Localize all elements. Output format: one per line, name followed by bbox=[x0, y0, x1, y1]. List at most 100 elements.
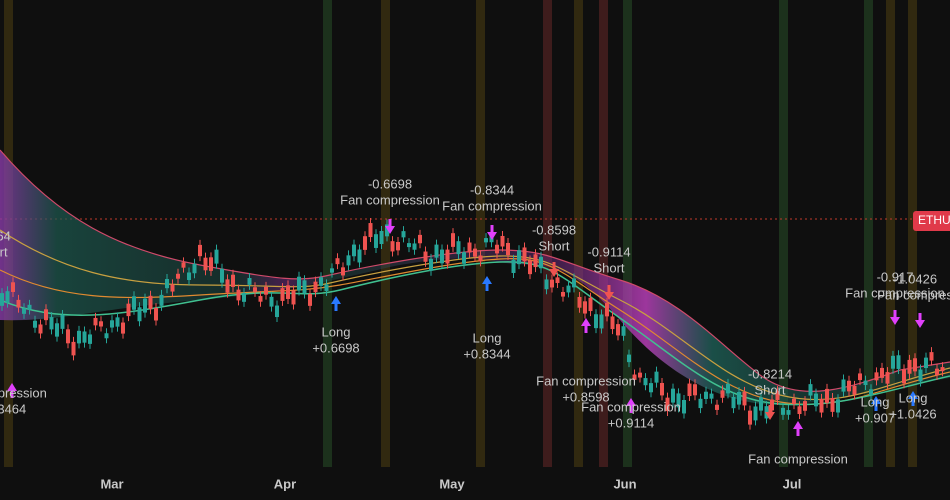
candle-body bbox=[891, 355, 895, 369]
candle-body bbox=[550, 279, 554, 288]
session-band bbox=[476, 0, 485, 467]
candle-body bbox=[649, 383, 653, 393]
candle-body bbox=[418, 234, 422, 244]
candle-body bbox=[770, 399, 774, 411]
candle-body bbox=[594, 314, 598, 329]
candle-body bbox=[935, 368, 939, 376]
candle-body bbox=[847, 380, 851, 392]
month-label: Jul bbox=[783, 476, 802, 491]
signal-arrows bbox=[7, 219, 925, 436]
candle-body bbox=[335, 258, 340, 265]
candle-body bbox=[660, 382, 664, 396]
candle-body bbox=[434, 244, 439, 258]
candle-body bbox=[654, 371, 659, 383]
candle-body bbox=[88, 334, 92, 344]
signal-arrow bbox=[915, 313, 925, 328]
candle-body bbox=[737, 392, 741, 405]
candle-body bbox=[324, 284, 329, 291]
session-band bbox=[574, 0, 583, 467]
month-label: Apr bbox=[274, 476, 296, 491]
signal-arrow bbox=[385, 219, 395, 234]
signal-label: Short bbox=[538, 238, 569, 253]
signal-arrow bbox=[890, 310, 900, 325]
candle-body bbox=[225, 279, 230, 293]
candle-body bbox=[192, 263, 197, 274]
candle-body bbox=[313, 281, 318, 293]
session-band bbox=[623, 0, 632, 467]
candle-body bbox=[5, 291, 10, 303]
signal-arrow bbox=[793, 421, 803, 436]
signal-label: Short bbox=[593, 260, 624, 275]
candle-body bbox=[440, 249, 444, 264]
candle-body bbox=[451, 233, 455, 247]
month-label: Jun bbox=[613, 476, 636, 491]
candle-body bbox=[275, 305, 279, 318]
candle-body bbox=[511, 259, 516, 274]
candle-body bbox=[71, 341, 76, 356]
signal-label: Fan compression bbox=[340, 192, 440, 207]
signal-label: Long bbox=[861, 394, 890, 409]
candle-body bbox=[495, 244, 499, 254]
candle-body bbox=[374, 234, 378, 248]
candle-body bbox=[830, 398, 835, 412]
candle-body bbox=[49, 317, 54, 330]
candle-body bbox=[264, 286, 268, 295]
signal-label: Long bbox=[899, 390, 928, 405]
candle-body bbox=[291, 290, 296, 305]
signal-label: +0.8344 bbox=[463, 346, 510, 361]
signal-label: Long bbox=[473, 330, 502, 345]
candle-body bbox=[484, 238, 488, 243]
candle-body bbox=[115, 317, 120, 327]
session-band bbox=[779, 0, 788, 467]
candle-body bbox=[445, 249, 450, 264]
candle-body bbox=[896, 355, 901, 369]
candle-body bbox=[38, 324, 43, 334]
signal-label: +0.907 bbox=[855, 410, 895, 425]
candle-body bbox=[27, 304, 32, 310]
session-band bbox=[908, 0, 917, 467]
candle-body bbox=[836, 399, 840, 413]
candle-body bbox=[588, 297, 593, 312]
candle-body bbox=[610, 316, 615, 330]
candle-body bbox=[544, 279, 549, 290]
candle-body bbox=[676, 393, 681, 408]
signal-arrow bbox=[908, 391, 918, 406]
signal-label: Short bbox=[754, 382, 785, 397]
candle-body bbox=[330, 268, 334, 273]
candle-body bbox=[566, 285, 571, 293]
candle-body bbox=[808, 384, 813, 396]
candle-body bbox=[693, 384, 697, 396]
candle-body bbox=[401, 231, 406, 238]
candle-body bbox=[247, 278, 252, 285]
candle-body bbox=[561, 291, 565, 297]
candle-body bbox=[726, 383, 730, 394]
candle-body bbox=[456, 241, 461, 255]
candle-body bbox=[907, 359, 912, 374]
candle-body bbox=[11, 282, 15, 292]
candle-body bbox=[198, 244, 202, 257]
signal-label: -0.8598 bbox=[532, 222, 576, 237]
signal-label: .3464 bbox=[0, 401, 26, 416]
candle-body bbox=[533, 254, 538, 268]
signal-label: Fan compression bbox=[581, 399, 681, 414]
candle-body bbox=[346, 255, 351, 266]
symbol-tag-bg bbox=[913, 211, 950, 231]
session-band bbox=[886, 0, 895, 467]
candle-body bbox=[539, 256, 543, 269]
signal-label: -0.6698 bbox=[368, 176, 412, 191]
candle-body bbox=[236, 289, 241, 301]
candle-body bbox=[357, 249, 362, 263]
candle-body bbox=[478, 255, 483, 262]
month-label: May bbox=[439, 476, 465, 491]
candle-body bbox=[181, 262, 186, 268]
candle-body bbox=[93, 317, 98, 326]
candle-body bbox=[627, 354, 631, 363]
candle-body bbox=[638, 372, 642, 378]
signal-arrow bbox=[626, 398, 636, 413]
candle-body bbox=[269, 296, 274, 307]
signal-arrow bbox=[765, 405, 775, 420]
candle-body bbox=[423, 251, 428, 262]
candle-body bbox=[918, 369, 923, 382]
candle-body bbox=[819, 398, 824, 413]
